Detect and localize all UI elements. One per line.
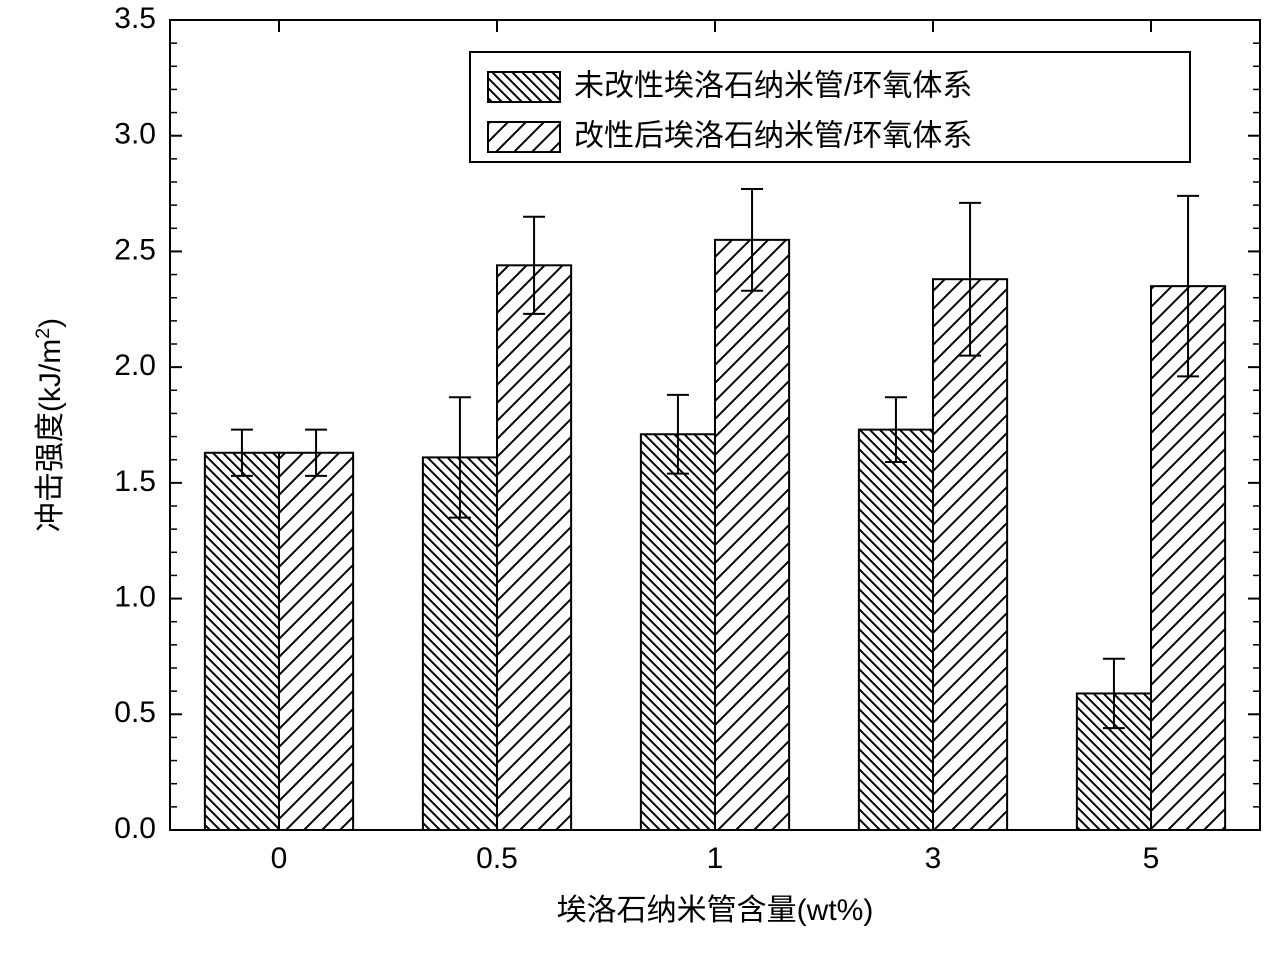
bar — [641, 434, 715, 830]
y-tick-label: 1.0 — [114, 580, 156, 613]
x-axis-label: 埃洛石纳米管含量(wt%) — [557, 894, 874, 927]
bar — [715, 240, 789, 830]
chart-container: 0.0 0.5 1.0 1.5 2.0 2.5 3.0 3.5 0 0.5 1 3 5 冲击强度(kJ/m… — [0, 0, 1287, 968]
x-tick-label: 0.5 — [476, 842, 518, 875]
legend-swatch — [488, 72, 560, 102]
bar — [205, 453, 279, 830]
svg-text:冲击强度(kJ/m2): 冲击强度(kJ/m2) — [32, 318, 67, 532]
y-tick-label: 3.0 — [114, 118, 156, 151]
y-tick-label: 0.5 — [114, 696, 156, 729]
bar — [933, 279, 1007, 830]
y-axis-label: 冲击强度(kJ/m2) — [32, 318, 67, 532]
x-tick-label: 0 — [271, 842, 288, 875]
y-tick-label: 2.5 — [114, 233, 156, 266]
y-tick-label: 0.0 — [114, 812, 156, 845]
bar — [279, 453, 353, 830]
bar — [497, 265, 571, 830]
x-tick-label: 5 — [1143, 842, 1160, 875]
y-tick-label: 3.5 — [114, 2, 156, 35]
legend-label: 改性后埃洛石纳米管/环氧体系 — [574, 119, 972, 152]
legend-label: 未改性埃洛石纳米管/环氧体系 — [574, 69, 972, 102]
y-tick-label: 2.0 — [114, 349, 156, 382]
y-tick-label: 1.5 — [114, 465, 156, 498]
bar — [859, 430, 933, 830]
bar-chart: 0.0 0.5 1.0 1.5 2.0 2.5 3.0 3.5 0 0.5 1 3 5 冲击强度(kJ/m… — [0, 0, 1287, 968]
legend-swatch — [488, 122, 560, 152]
x-tick-label: 1 — [707, 842, 724, 875]
x-tick-label: 3 — [925, 842, 942, 875]
